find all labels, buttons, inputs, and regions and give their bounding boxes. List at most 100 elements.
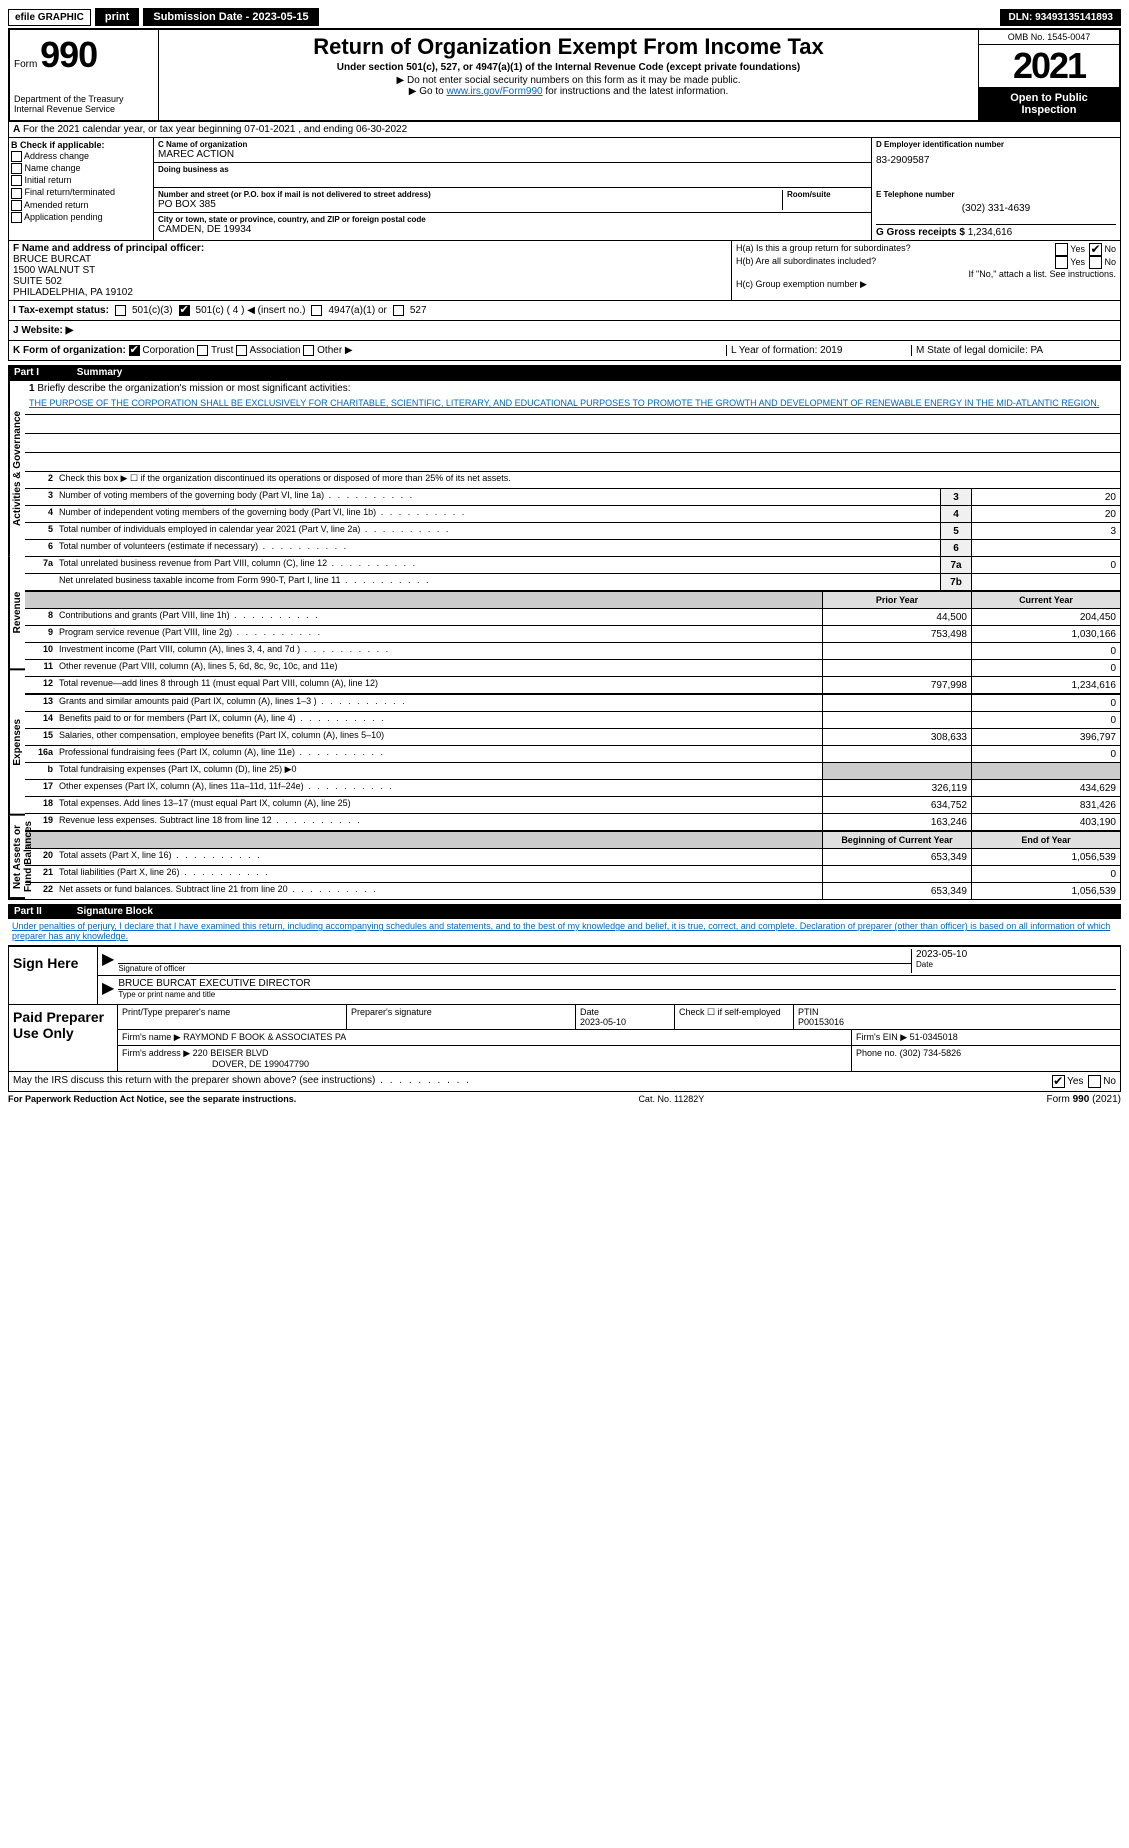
header-subtitle-2: ▶ Do not enter social security numbers o… <box>167 75 970 86</box>
chk-final-return[interactable] <box>11 188 22 199</box>
h-a-label: H(a) Is this a group return for subordin… <box>736 243 911 256</box>
chk-name-change[interactable] <box>11 163 22 174</box>
form-number: 990 <box>40 34 97 75</box>
identity-block: B Check if applicable: Address change Na… <box>8 138 1121 241</box>
j-label: J Website: ▶ <box>13 325 73 336</box>
irs-discuss-yes[interactable] <box>1052 1075 1065 1088</box>
m-state-domicile: M State of legal domicile: PA <box>911 345 1116 356</box>
street-label: Number and street (or P.O. box if mail i… <box>158 190 782 199</box>
i-label: I Tax-exempt status: <box>13 305 109 316</box>
line11-prior <box>822 660 971 676</box>
line7a-text: Total unrelated business revenue from Pa… <box>57 557 940 573</box>
row-a-tax-year: A For the 2021 calendar year, or tax yea… <box>8 122 1121 138</box>
col-end-year: End of Year <box>971 832 1120 848</box>
form-word: Form <box>14 59 37 70</box>
col-beginning-year: Beginning of Current Year <box>822 832 971 848</box>
line15-current: 396,797 <box>971 729 1120 745</box>
hb-no[interactable] <box>1089 256 1102 269</box>
hb-yes[interactable] <box>1055 256 1068 269</box>
k-label: K Form of organization: <box>13 345 126 356</box>
sign-here-label: Sign Here <box>9 947 98 1004</box>
line14-current: 0 <box>971 712 1120 728</box>
street-value: PO BOX 385 <box>158 199 782 210</box>
gross-receipts: 1,234,616 <box>968 227 1013 238</box>
firm-name-value: RAYMOND F BOOK & ASSOCIATES PA <box>183 1032 346 1042</box>
efile-label: efile GRAPHIC <box>8 9 91 26</box>
org-name: MAREC ACTION <box>158 149 867 160</box>
line21-prior <box>822 866 971 882</box>
section-revenue: Revenue <box>9 556 25 670</box>
ha-no[interactable] <box>1089 243 1102 256</box>
column-b-checkboxes: B Check if applicable: Address change Na… <box>9 138 154 240</box>
line4-text: Number of independent voting members of … <box>57 506 940 522</box>
submission-date-button[interactable]: Submission Date - 2023-05-15 <box>143 8 318 26</box>
room-label: Room/suite <box>787 190 867 199</box>
chk-501c[interactable] <box>179 305 190 316</box>
phone-value: (302) 331-4639 <box>876 203 1116 214</box>
chk-application-pending[interactable] <box>11 212 22 223</box>
line7b-text: Net unrelated business taxable income fr… <box>57 574 940 590</box>
part-ii-header: Part II Signature Block <box>8 904 1121 919</box>
line3-text: Number of voting members of the governin… <box>57 489 940 505</box>
chk-4947[interactable] <box>311 305 322 316</box>
chk-527[interactable] <box>393 305 404 316</box>
line21-text: Total liabilities (Part X, line 26) <box>57 866 822 882</box>
chk-corp[interactable] <box>129 345 140 356</box>
line18-prior: 634,752 <box>822 797 971 813</box>
line18-current: 831,426 <box>971 797 1120 813</box>
mission-text[interactable]: THE PURPOSE OF THE CORPORATION SHALL BE … <box>29 398 1099 408</box>
summary-table: Activities & Governance Revenue Expenses… <box>8 380 1121 900</box>
line9-text: Program service revenue (Part VIII, line… <box>57 626 822 642</box>
c-name-label: C Name of organization <box>158 140 867 149</box>
h-c-label: H(c) Group exemption number ▶ <box>736 279 1116 290</box>
print-button[interactable]: print <box>95 8 139 26</box>
e-phone-label: E Telephone number <box>876 190 1116 199</box>
line19-text: Revenue less expenses. Subtract line 18 … <box>57 814 822 830</box>
firm-addr-label: Firm's address ▶ <box>122 1048 190 1058</box>
lbl-name-change: Name change <box>25 163 81 173</box>
g-gross-label: G Gross receipts $ <box>876 227 965 238</box>
firm-phone-value: (302) 734-5826 <box>900 1048 962 1058</box>
chk-other[interactable] <box>303 345 314 356</box>
line13-text: Grants and similar amounts paid (Part IX… <box>57 695 822 711</box>
officer-name: BRUCE BURCAT <box>13 254 727 265</box>
line14-prior <box>822 712 971 728</box>
l-year-formation: L Year of formation: 2019 <box>726 345 911 356</box>
signature-block: Sign Here ▶ Signature of officer 2023-05… <box>8 945 1121 1092</box>
chk-trust[interactable] <box>197 345 208 356</box>
chk-assoc[interactable] <box>236 345 247 356</box>
line10-current: 0 <box>971 643 1120 659</box>
officer-addr1: 1500 WALNUT ST <box>13 265 727 276</box>
irs-link[interactable]: www.irs.gov/Form990 <box>446 86 542 97</box>
ha-yes[interactable] <box>1055 243 1068 256</box>
lbl-address-change: Address change <box>24 151 89 161</box>
prep-date-label: Date <box>580 1007 670 1017</box>
officer-addr2: SUITE 502 <box>13 276 727 287</box>
line8-prior: 44,500 <box>822 609 971 625</box>
chk-address-change[interactable] <box>11 151 22 162</box>
line10-text: Investment income (Part VIII, column (A)… <box>57 643 822 659</box>
irs-discuss-no[interactable] <box>1088 1075 1101 1088</box>
line22-prior: 653,349 <box>822 883 971 899</box>
line19-prior: 163,246 <box>822 814 971 830</box>
row-k-form-org: K Form of organization: Corporation Trus… <box>8 341 1121 361</box>
line7a-val: 0 <box>971 557 1120 573</box>
chk-501c3[interactable] <box>115 305 126 316</box>
prep-date-value: 2023-05-10 <box>580 1017 670 1027</box>
line5-text: Total number of individuals employed in … <box>57 523 940 539</box>
tax-year: 2021 <box>979 45 1119 88</box>
open-to-public: Open to Public Inspection <box>979 88 1119 120</box>
line18-text: Total expenses. Add lines 13–17 (must eq… <box>57 797 822 813</box>
header-subtitle-1: Under section 501(c), 527, or 4947(a)(1)… <box>167 62 970 73</box>
line11-text: Other revenue (Part VIII, column (A), li… <box>57 660 822 676</box>
chk-amended-return[interactable] <box>11 200 22 211</box>
line19-current: 403,190 <box>971 814 1120 830</box>
line13-current: 0 <box>971 695 1120 711</box>
line20-current: 1,056,539 <box>971 849 1120 865</box>
line13-prior <box>822 695 971 711</box>
goto-post: for instructions and the latest informat… <box>543 86 729 97</box>
line9-prior: 753,498 <box>822 626 971 642</box>
chk-initial-return[interactable] <box>11 175 22 186</box>
section-governance: Activities & Governance <box>9 381 25 556</box>
line7b-val <box>971 574 1120 590</box>
